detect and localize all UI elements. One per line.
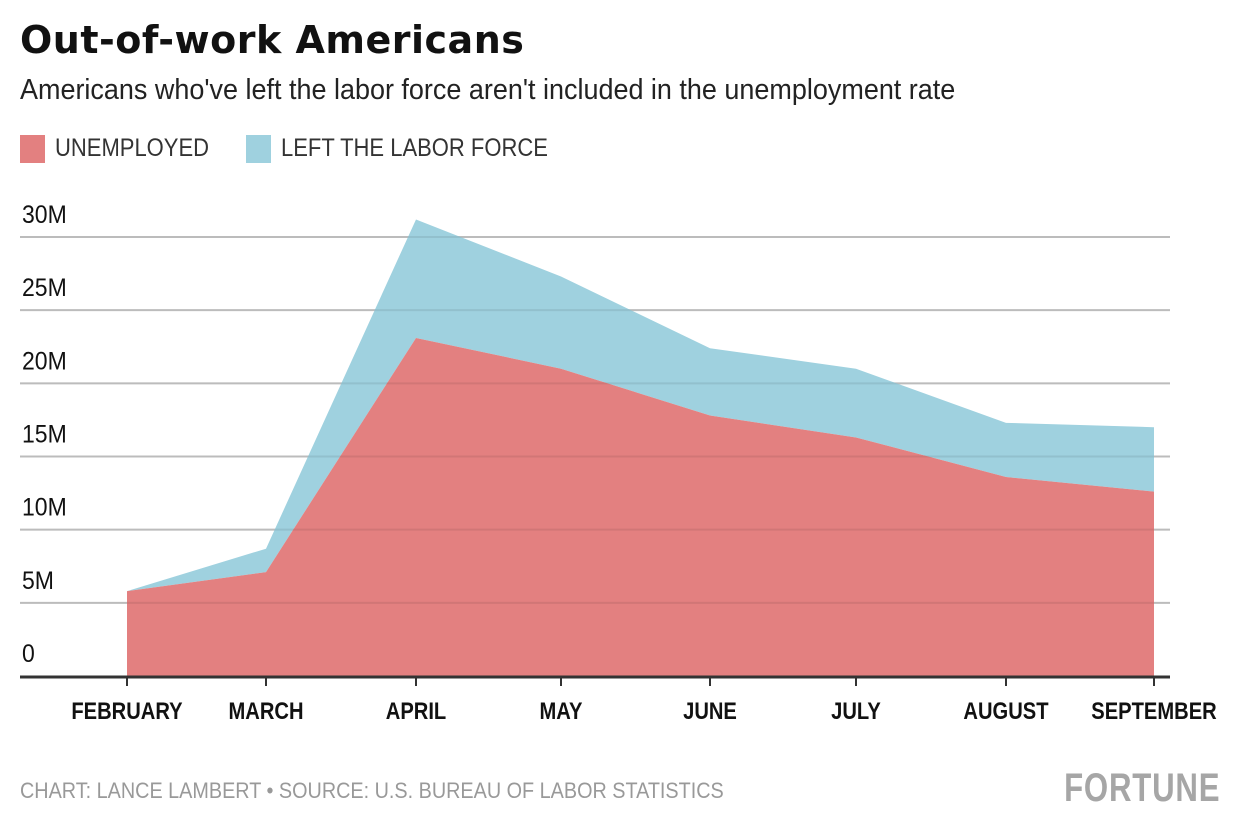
y-tick-label: 5M xyxy=(22,567,54,595)
y-tick-label: 10M xyxy=(22,494,67,522)
x-tick-label: MAY xyxy=(540,697,583,724)
x-tick-label: MARCH xyxy=(228,697,303,724)
x-tick-label: SEPTEMBER xyxy=(1091,697,1216,724)
legend: UNEMPLOYED LEFT THE LABOR FORCE xyxy=(20,134,600,163)
fortune-logo: FORTUNE xyxy=(1063,766,1220,810)
y-tick-label: 20M xyxy=(22,347,67,375)
gridlines-overlay xyxy=(20,236,1170,604)
x-axis-labels: FEBRUARY MARCH APRIL MAY JUNE JULY AUGUST SEPTE… xyxy=(71,697,1216,724)
legend-item-unemployed: UNEMPLOYED xyxy=(20,134,230,163)
x-axis xyxy=(20,675,1170,686)
legend-label-unemployed: UNEMPLOYED xyxy=(55,134,210,162)
y-tick-label: 0 xyxy=(22,640,35,668)
area-unemployed xyxy=(127,337,1154,676)
y-tick-label: 25M xyxy=(22,274,67,302)
legend-swatch-unemployed xyxy=(20,134,45,163)
x-tick-label: JUNE xyxy=(683,697,737,724)
legend-item-left-labor-force: LEFT THE LABOR FORCE xyxy=(246,134,584,163)
legend-swatch-left-labor-force xyxy=(246,134,272,163)
y-tick-label: 15M xyxy=(22,421,67,449)
y-tick-label: 30M xyxy=(22,201,67,229)
y-axis-labels: 0 5M 10M 15M 20M 25M 30M xyxy=(22,201,67,668)
x-tick-label: FEBRUARY xyxy=(71,697,182,724)
chart-subtitle: Americans who've left the labor force ar… xyxy=(20,74,956,106)
x-tick-label: JULY xyxy=(831,697,881,724)
source-credit: CHART: LANCE LAMBERT • SOURCE: U.S. BURE… xyxy=(20,778,724,803)
legend-label-left-labor-force: LEFT THE LABOR FORCE xyxy=(281,134,548,162)
x-tick-label: AUGUST xyxy=(963,697,1049,724)
x-tick-label: APRIL xyxy=(386,697,446,724)
area-left-labor-force xyxy=(127,219,1154,592)
chart-title: Out-of-work Americans xyxy=(20,18,525,62)
areas xyxy=(127,219,1154,676)
chart-area: 0 5M 10M 15M 20M 25M 30M FEBRUARY MARCH APRIL MAY… xyxy=(20,201,1217,724)
